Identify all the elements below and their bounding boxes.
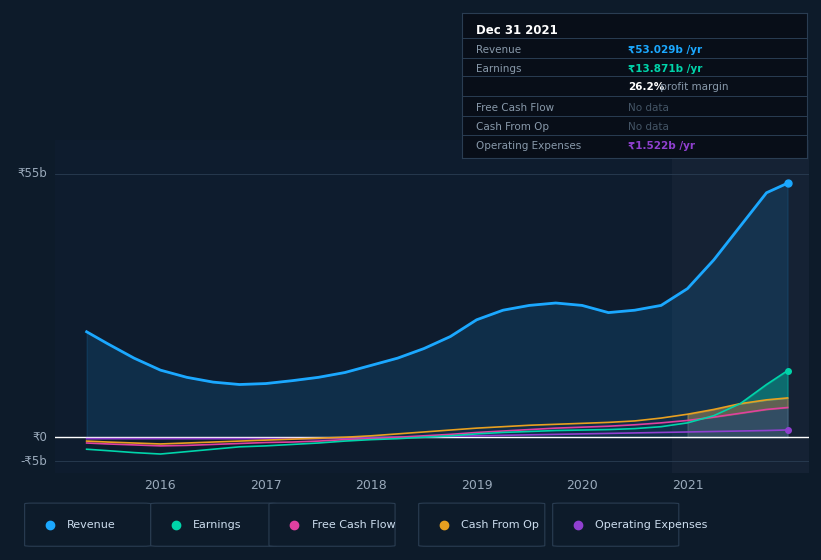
FancyBboxPatch shape [419,503,545,546]
Text: Cash From Op: Cash From Op [476,122,549,132]
Text: Operating Expenses: Operating Expenses [476,141,581,151]
Text: profit margin: profit margin [657,82,728,92]
Bar [672,140,809,473]
FancyBboxPatch shape [553,503,679,546]
Text: No data: No data [628,122,668,132]
FancyBboxPatch shape [151,503,277,546]
Text: ₹0: ₹0 [33,431,48,444]
Text: Earnings: Earnings [193,520,242,530]
Text: Free Cash Flow: Free Cash Flow [311,520,395,530]
Text: ₹55b: ₹55b [18,167,48,180]
Text: ₹53.029b /yr: ₹53.029b /yr [628,45,702,55]
FancyBboxPatch shape [25,503,151,546]
Text: ₹13.871b /yr: ₹13.871b /yr [628,64,702,74]
Text: Dec 31 2021: Dec 31 2021 [476,24,557,38]
Text: Earnings: Earnings [476,64,521,74]
Text: Free Cash Flow: Free Cash Flow [476,103,554,113]
Text: Operating Expenses: Operating Expenses [595,520,708,530]
Text: -₹5b: -₹5b [21,455,48,468]
Text: Cash From Op: Cash From Op [461,520,539,530]
Text: Revenue: Revenue [476,45,521,55]
Text: 26.2%: 26.2% [628,82,664,92]
FancyBboxPatch shape [269,503,395,546]
Text: Revenue: Revenue [67,520,116,530]
Text: No data: No data [628,103,668,113]
Text: ₹1.522b /yr: ₹1.522b /yr [628,141,695,151]
